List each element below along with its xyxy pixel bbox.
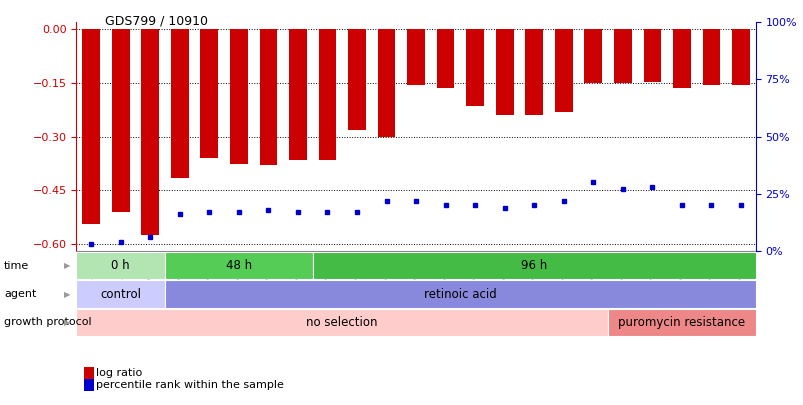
Bar (613, 30, 631, 83)
Bar (200, 30, 218, 158)
Text: 48 h: 48 h (226, 259, 251, 272)
Text: percentile rank within the sample: percentile rank within the sample (96, 380, 284, 390)
Bar (732, 30, 749, 85)
Text: ▶: ▶ (63, 261, 70, 270)
Bar (112, 30, 129, 212)
Bar (76, 252, 165, 279)
Bar (607, 309, 755, 336)
Bar (377, 30, 395, 137)
Bar (165, 252, 312, 279)
Bar (318, 30, 336, 160)
Bar (466, 30, 483, 106)
Bar (672, 30, 690, 88)
Bar (406, 30, 425, 85)
Bar (82, 30, 100, 224)
Bar (554, 30, 572, 112)
Bar (495, 30, 513, 115)
Text: control: control (100, 288, 141, 301)
Text: ▶: ▶ (63, 318, 70, 327)
Bar (171, 30, 189, 178)
Text: ▶: ▶ (63, 290, 70, 298)
Text: agent: agent (4, 289, 36, 299)
Bar (348, 30, 365, 130)
Text: log ratio: log ratio (96, 368, 143, 377)
Bar (165, 280, 755, 308)
Bar (230, 30, 247, 164)
Bar (289, 30, 307, 160)
Text: time: time (4, 261, 29, 271)
Text: puromycin resistance: puromycin resistance (618, 316, 744, 329)
Bar (524, 30, 542, 115)
Text: GDS799 / 10910: GDS799 / 10910 (104, 14, 207, 27)
Bar (702, 30, 719, 85)
Bar (76, 280, 165, 308)
Bar (141, 30, 159, 235)
Text: growth protocol: growth protocol (4, 318, 92, 327)
Bar (312, 252, 755, 279)
Bar (642, 30, 660, 82)
Bar (76, 309, 607, 336)
Text: no selection: no selection (306, 316, 377, 329)
Bar (259, 30, 277, 165)
Bar (584, 30, 601, 83)
Bar (436, 30, 454, 88)
Text: retinoic acid: retinoic acid (423, 288, 496, 301)
Text: 0 h: 0 h (112, 259, 130, 272)
Text: 96 h: 96 h (520, 259, 547, 272)
